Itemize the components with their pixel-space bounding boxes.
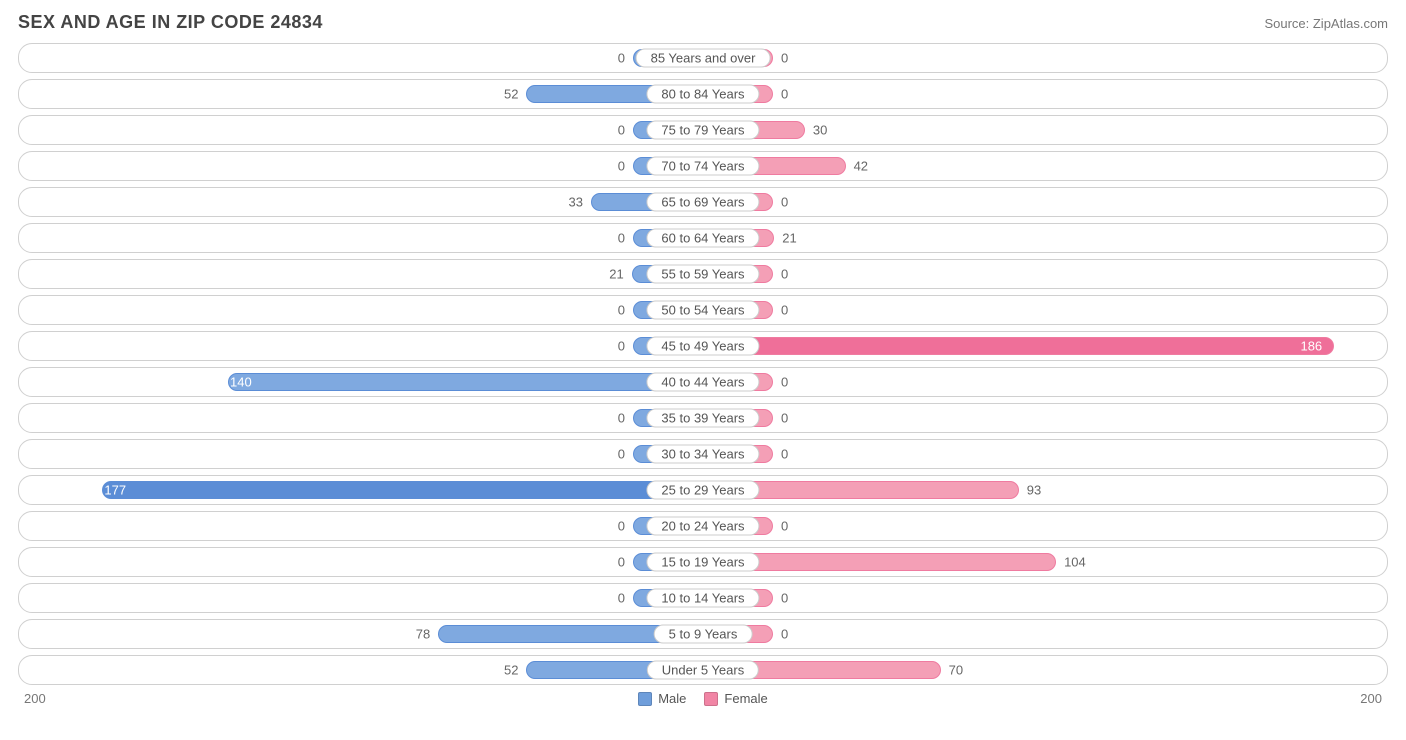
- male-value: 78: [416, 627, 430, 642]
- axis-right-max: 200: [1360, 691, 1382, 706]
- legend: Male Female: [638, 691, 768, 706]
- chart-row: 78 0 5 to 9 Years: [18, 619, 1388, 649]
- female-value: 42: [854, 159, 868, 174]
- female-value: 0: [781, 375, 788, 390]
- male-value: 177: [104, 483, 126, 498]
- female-value: 0: [781, 195, 788, 210]
- chart-row: 0 0 50 to 54 Years: [18, 295, 1388, 325]
- age-group-label: 10 to 14 Years: [646, 589, 759, 608]
- male-value: 21: [609, 267, 623, 282]
- male-value: 0: [618, 231, 625, 246]
- chart-row: 0 0 10 to 14 Years: [18, 583, 1388, 613]
- female-value: 0: [781, 411, 788, 426]
- female-value: 21: [782, 231, 796, 246]
- age-group-label: 45 to 49 Years: [646, 337, 759, 356]
- chart-row: 177 93 25 to 29 Years: [18, 475, 1388, 505]
- male-value: 0: [618, 51, 625, 66]
- age-group-label: 25 to 29 Years: [646, 481, 759, 500]
- age-group-label: 60 to 64 Years: [646, 229, 759, 248]
- female-bar: [703, 337, 1334, 355]
- age-group-label: 50 to 54 Years: [646, 301, 759, 320]
- chart-row: 0 0 35 to 39 Years: [18, 403, 1388, 433]
- chart-row: 0 104 15 to 19 Years: [18, 547, 1388, 577]
- female-value: 0: [781, 303, 788, 318]
- female-value: 0: [781, 51, 788, 66]
- age-group-label: 55 to 59 Years: [646, 265, 759, 284]
- male-value: 0: [618, 411, 625, 426]
- chart-row: 0 21 60 to 64 Years: [18, 223, 1388, 253]
- age-group-label: 20 to 24 Years: [646, 517, 759, 536]
- male-value: 0: [618, 447, 625, 462]
- age-group-label: 75 to 79 Years: [646, 121, 759, 140]
- legend-label-male: Male: [658, 691, 686, 706]
- chart-row: 0 0 30 to 34 Years: [18, 439, 1388, 469]
- chart-row: 0 42 70 to 74 Years: [18, 151, 1388, 181]
- male-value: 52: [504, 87, 518, 102]
- axis-left-max: 200: [24, 691, 46, 706]
- male-value: 0: [618, 339, 625, 354]
- age-group-label: 85 Years and over: [636, 49, 771, 68]
- legend-label-female: Female: [724, 691, 767, 706]
- chart-row: 0 0 20 to 24 Years: [18, 511, 1388, 541]
- chart-row: 33 0 65 to 69 Years: [18, 187, 1388, 217]
- age-group-label: 30 to 34 Years: [646, 445, 759, 464]
- chart-row: 21 0 55 to 59 Years: [18, 259, 1388, 289]
- age-group-label: 35 to 39 Years: [646, 409, 759, 428]
- legend-swatch-male: [638, 692, 652, 706]
- female-value: 104: [1064, 555, 1086, 570]
- chart-row: 52 0 80 to 84 Years: [18, 79, 1388, 109]
- male-value: 33: [569, 195, 583, 210]
- female-value: 0: [781, 627, 788, 642]
- male-value: 0: [618, 591, 625, 606]
- age-group-label: 15 to 19 Years: [646, 553, 759, 572]
- male-value: 52: [504, 663, 518, 678]
- chart-row: 140 0 40 to 44 Years: [18, 367, 1388, 397]
- female-value: 30: [813, 123, 827, 138]
- female-value: 0: [781, 267, 788, 282]
- legend-swatch-female: [704, 692, 718, 706]
- age-group-label: 65 to 69 Years: [646, 193, 759, 212]
- chart-row: 0 186 45 to 49 Years: [18, 331, 1388, 361]
- population-pyramid-chart: 0 0 85 Years and over 52 0 80 to 84 Years 0 30 7…: [18, 43, 1388, 685]
- male-bar: [228, 373, 703, 391]
- female-value: 70: [949, 663, 963, 678]
- legend-item-male: Male: [638, 691, 686, 706]
- chart-row: 0 0 85 Years and over: [18, 43, 1388, 73]
- age-group-label: 70 to 74 Years: [646, 157, 759, 176]
- male-value: 0: [618, 303, 625, 318]
- male-value: 0: [618, 519, 625, 534]
- female-value: 93: [1027, 483, 1041, 498]
- chart-row: 0 30 75 to 79 Years: [18, 115, 1388, 145]
- age-group-label: 5 to 9 Years: [654, 625, 753, 644]
- male-value: 0: [618, 555, 625, 570]
- female-value: 0: [781, 447, 788, 462]
- chart-footer: 200 Male Female 200: [18, 691, 1388, 706]
- male-value: 0: [618, 159, 625, 174]
- male-bar: [102, 481, 703, 499]
- female-value: 0: [781, 87, 788, 102]
- chart-header: SEX AND AGE IN ZIP CODE 24834 Source: Zi…: [18, 12, 1388, 33]
- legend-item-female: Female: [704, 691, 767, 706]
- female-value: 186: [1300, 339, 1322, 354]
- female-value: 0: [781, 591, 788, 606]
- chart-row: 52 70 Under 5 Years: [18, 655, 1388, 685]
- age-group-label: 40 to 44 Years: [646, 373, 759, 392]
- male-value: 0: [618, 123, 625, 138]
- chart-title: SEX AND AGE IN ZIP CODE 24834: [18, 12, 323, 33]
- age-group-label: 80 to 84 Years: [646, 85, 759, 104]
- age-group-label: Under 5 Years: [647, 661, 759, 680]
- female-value: 0: [781, 519, 788, 534]
- chart-source: Source: ZipAtlas.com: [1264, 16, 1388, 31]
- male-value: 140: [230, 375, 252, 390]
